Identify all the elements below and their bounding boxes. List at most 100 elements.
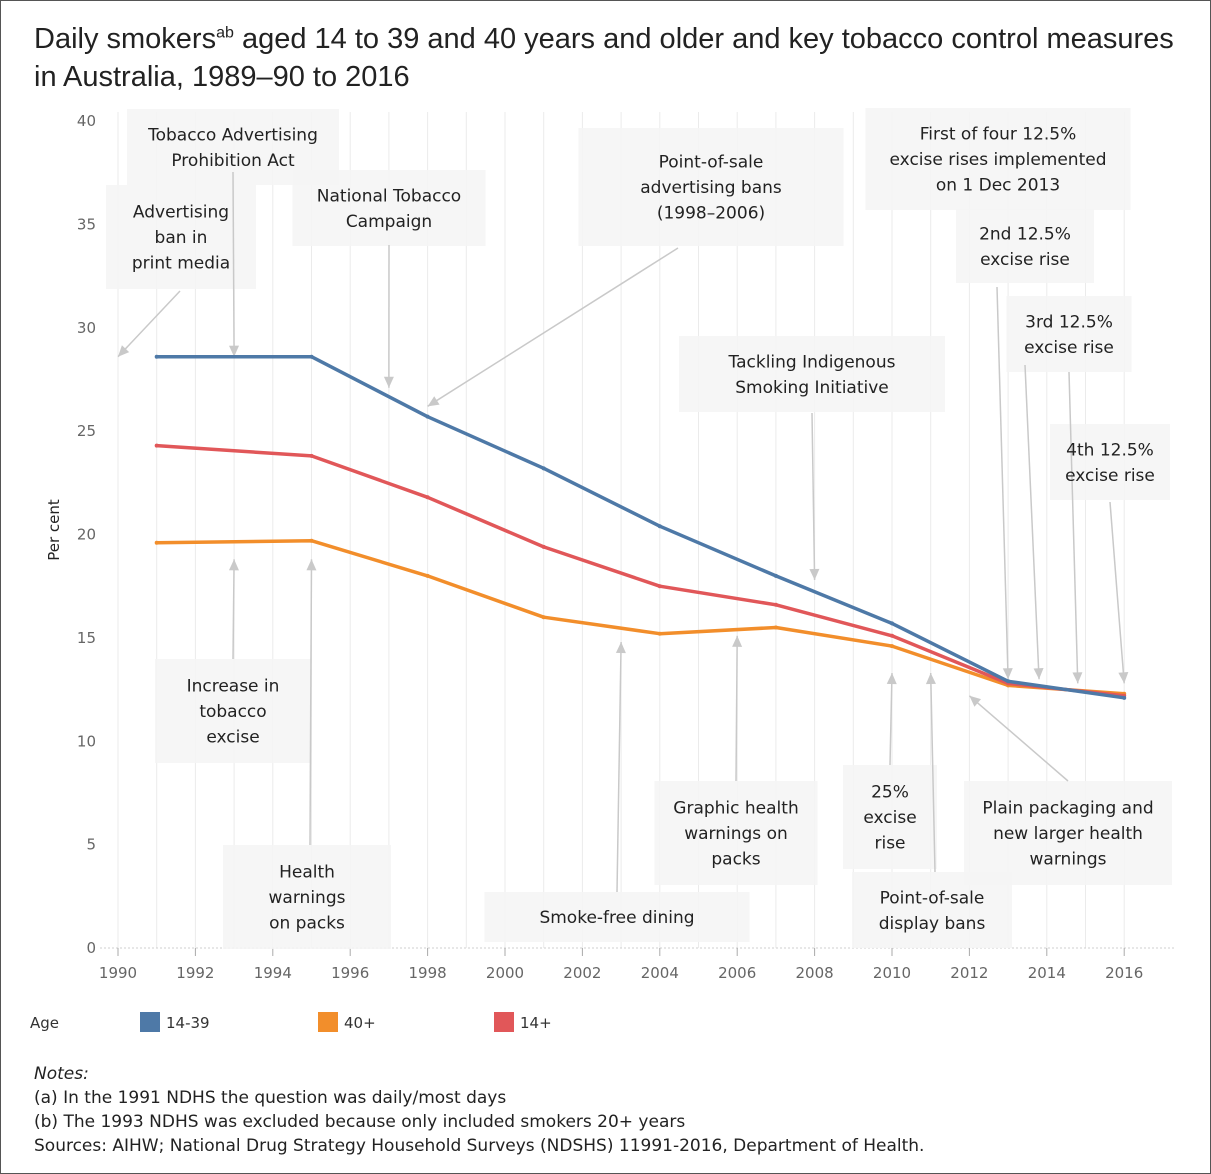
annotation-box-excise-rise-25 [843,765,937,869]
data-point-14-plus-1998 [425,495,430,500]
y-tick-label-5: 5 [86,836,96,854]
data-point-14-plus-1991 [154,443,159,448]
annotation-box-print-media-ban [106,185,256,289]
annotation-text-excise-rise-25-0: 25% [871,783,909,803]
annotation-text-second-excise-rise-1: excise rise [980,250,1070,270]
annotation-advertising-prohibition-act-arrowhead [229,345,240,357]
legend-label-40-plus: 40+ [344,1014,376,1032]
annotation-text-point-of-sale-advertising-bans-1: advertising bans [640,178,782,198]
annotation-plain-packaging-arrowhead [969,695,981,707]
data-point-40-plus-1995 [309,538,314,543]
data-point-40-plus-1998 [425,573,430,578]
y-axis-label: Per cent [45,499,63,561]
annotation-increase-in-excise-arrowhead [228,559,239,571]
data-point-14-plus-2004 [657,584,662,589]
annotation-text-plain-packaging-2: warnings [1030,850,1107,870]
x-tick-label-2014: 2014 [1028,964,1066,982]
annotation-box-second-excise-rise [956,209,1094,283]
annotation-text-point-of-sale-advertising-bans-0: Point-of-sale [659,153,764,173]
data-point-14-39-2010 [890,621,894,626]
notes: Notes: (a) In the 1991 NDHS the question… [34,1062,1184,1158]
annotation-fourth-excise-rise-arrowhead [1118,672,1129,684]
annotation-text-point-of-sale-advertising-bans-2: (1998–2006) [657,204,765,224]
annotation-text-graphic-health-warnings-2: packs [711,850,760,870]
annotation-third-excise-rise-arrow-line [1068,371,1079,684]
annotation-text-point-of-sale-display-bans-0: Point-of-sale [880,888,985,908]
x-tick-label-2010: 2010 [873,964,911,982]
x-tick-label-2006: 2006 [718,964,756,982]
annotation-text-first-excise-rise-1: excise rises implemented [890,150,1107,170]
series-lines [154,354,1127,700]
y-tick-label-40: 40 [77,112,96,130]
annotation-text-print-media-ban-1: ban in [155,228,208,248]
annotation-text-third-excise-rise-1: excise rise [1024,338,1114,358]
annotation-second-excise-rise-arrow-line [1024,364,1040,680]
annotation-text-indigenous-smoking-initiative-1: Smoking Initiative [735,378,889,398]
annotation-text-print-media-ban-0: Advertising [133,203,229,223]
data-point-14-plus-1995 [309,453,314,458]
annotation-box-graphic-health-warnings [654,781,818,885]
annotation-graphic-health-warnings-arrow-line [735,635,738,782]
annotation-print-media-ban-arrow-line [117,290,181,358]
annotation-third-excise-rise-arrowhead [1072,672,1083,684]
x-tick-label-1990: 1990 [99,964,137,982]
annotation-text-health-warnings-packs-2: on packs [269,914,345,934]
annotation-box-first-excise-rise [865,108,1131,210]
data-point-14-39-1998 [425,414,430,419]
annotation-text-first-excise-rise-2: on 1 Dec 2013 [936,176,1060,196]
legend-swatch-14-plus [494,1012,514,1032]
annotation-box-increase-in-excise [155,659,311,763]
title-superscript: ab [216,24,234,42]
axes: 1990 1992 1994 1996 1998 2000 2002 2004 2006 2008… [45,112,1175,982]
x-tick-label-1994: 1994 [254,964,292,982]
data-point-14-39-1991 [154,354,159,359]
annotation-text-second-excise-rise-0: 2nd 12.5% [979,224,1071,244]
annotation-text-increase-in-excise-0: Increase in [187,677,280,697]
note-line-a: (a) In the 1991 NDHS the question was da… [34,1088,507,1108]
annotation-text-excise-rise-25-2: rise [874,834,905,854]
annotation-box-point-of-sale-advertising-bans [578,128,844,246]
annotation-box-smoke-free-dining [484,892,750,942]
annotation-text-fourth-excise-rise-0: 4th 12.5% [1066,440,1154,460]
annotation-advertising-prohibition-act-arrow-line [232,171,235,357]
annotation-excise-rise-25-arrowhead [886,673,897,685]
series-line-14-plus [154,443,1126,698]
data-point-14-39-2001 [541,466,546,471]
annotation-increase-in-excise-arrow-line [232,559,235,660]
annotation-text-advertising-prohibition-act-1: Prohibition Act [171,151,295,171]
annotation-text-first-excise-rise-0: First of four 12.5% [920,125,1077,145]
annotation-text-graphic-health-warnings-0: Graphic health [673,799,798,819]
annotation-point-of-sale-advertising-bans-arrow-line [427,247,679,407]
title-rest: aged 14 to 39 and 40 years and older and… [34,23,1174,93]
x-tick-label-2012: 2012 [950,964,988,982]
annotation-first-excise-rise-arrowhead [1002,668,1013,680]
x-tick-label-2016: 2016 [1105,964,1143,982]
annotation-text-excise-rise-25-1: excise [863,808,916,828]
y-tick-label-25: 25 [77,422,96,440]
legend-title: Age [30,1014,60,1032]
data-point-14-39-2007 [773,573,778,578]
data-point-40-plus-2010 [890,644,894,649]
annotation-smoke-free-dining-arrow-line [616,641,622,893]
annotation-indigenous-smoking-initiative-arrow-line [811,412,816,580]
data-point-40-plus-1991 [154,540,159,545]
annotation-indigenous-smoking-initiative-arrowhead [809,568,820,580]
annotation-graphic-health-warnings-arrowhead [732,635,743,647]
note-line-b: (b) The 1993 NDHS was excluded because o… [34,1112,686,1132]
y-tick-label-35: 35 [77,215,96,233]
annotation-text-national-tobacco-campaign-1: Campaign [346,212,432,232]
annotation-box-indigenous-smoking-initiative [679,336,945,412]
y-tick-label-20: 20 [77,526,96,544]
x-tick-label-2002: 2002 [563,964,601,982]
notes-heading: Notes: [34,1064,89,1084]
chart-title: Daily smokersab aged 14 to 39 and 40 yea… [34,20,1184,96]
annotation-text-third-excise-rise-0: 3rd 12.5% [1025,312,1113,332]
legend-label-14-plus: 14+ [520,1014,552,1032]
legend: Age 14-39 40+ 14+ [30,1012,730,1036]
y-tick-label-10: 10 [77,732,96,750]
data-point-14-39-2004 [657,524,662,529]
annotation-box-national-tobacco-campaign [292,170,486,246]
data-point-14-plus-2007 [773,602,778,607]
annotation-first-excise-rise-arrow-line [996,286,1009,680]
